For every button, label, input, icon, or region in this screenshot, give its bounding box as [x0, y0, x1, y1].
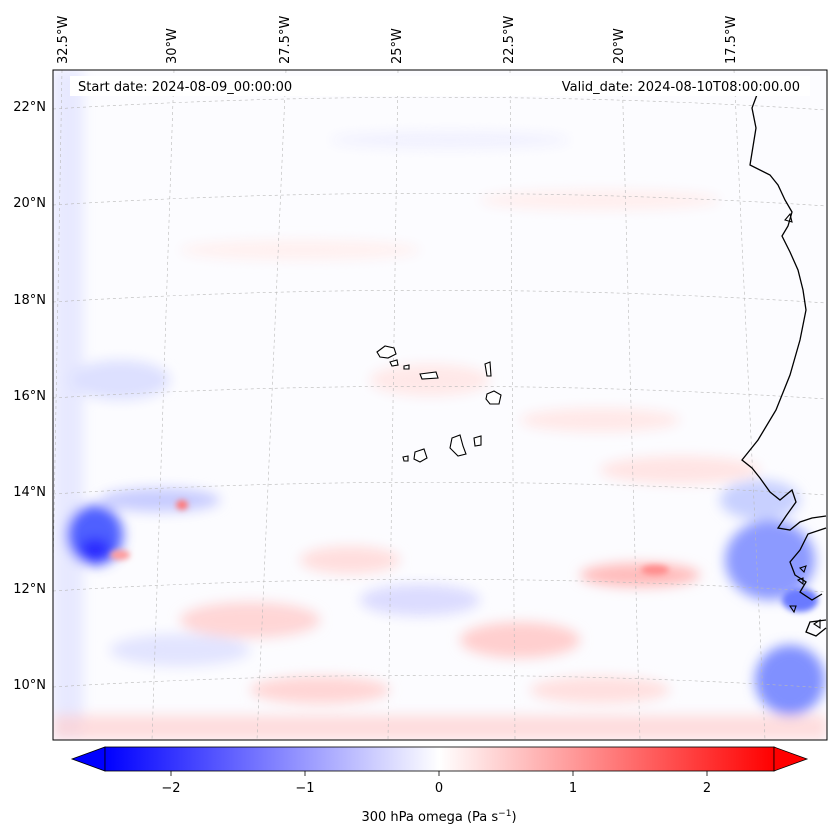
lon-label: 27.5°W: [278, 16, 293, 64]
gridlines: [53, 70, 827, 740]
colorbar-tick: 2: [703, 781, 711, 796]
valid-date-label: Valid_date: 2024-08-10T08:00:00.00: [562, 80, 800, 95]
colorbar: −2 −1 0 1 2 300 hPa omega (Pa s−1): [70, 746, 809, 825]
lat-label: 10°N: [13, 678, 46, 693]
header-band: [70, 76, 810, 96]
lat-label: 22°N: [13, 100, 46, 115]
latitude-labels: 22°N 20°N 18°N 16°N 14°N 12°N 10°N: [13, 100, 46, 693]
start-date-label: Start date: 2024-08-09_00:00:00: [78, 80, 292, 95]
colorbar-extend-left: [70, 746, 106, 772]
omega-field: Start date: 2024-08-09_00:00:00 Valid_da…: [53, 70, 827, 740]
lon-label: 25°W: [390, 28, 405, 64]
africa-coastline: [741, 91, 827, 637]
colorbar-tick: −1: [295, 781, 314, 796]
colorbar-extend-right: [773, 746, 809, 772]
lat-label: 12°N: [13, 582, 46, 597]
lat-label: 18°N: [13, 293, 46, 308]
lat-label: 20°N: [13, 196, 46, 211]
colorbar-body: [104, 746, 775, 772]
lon-label: 17.5°W: [724, 16, 739, 64]
lon-label: 22.5°W: [502, 16, 517, 64]
lon-label: 30°W: [165, 28, 180, 64]
lon-label: 20°W: [612, 28, 627, 64]
lon-label: 32.5°W: [56, 16, 71, 64]
cape-verde-islands: [376, 345, 502, 463]
colorbar-tick: 0: [435, 781, 443, 796]
colorbar-label: 300 hPa omega (Pa s−1): [361, 809, 516, 825]
colorbar-tick: −2: [161, 781, 180, 796]
colorbar-tick: 1: [569, 781, 577, 796]
lat-label: 14°N: [13, 485, 46, 500]
longitude-labels: 32.5°W 30°W 27.5°W 25°W 22.5°W 20°W 17.5…: [56, 16, 739, 64]
lat-label: 16°N: [13, 389, 46, 404]
plot-frame: [52, 69, 828, 741]
bijagos-islands: [784, 212, 821, 630]
